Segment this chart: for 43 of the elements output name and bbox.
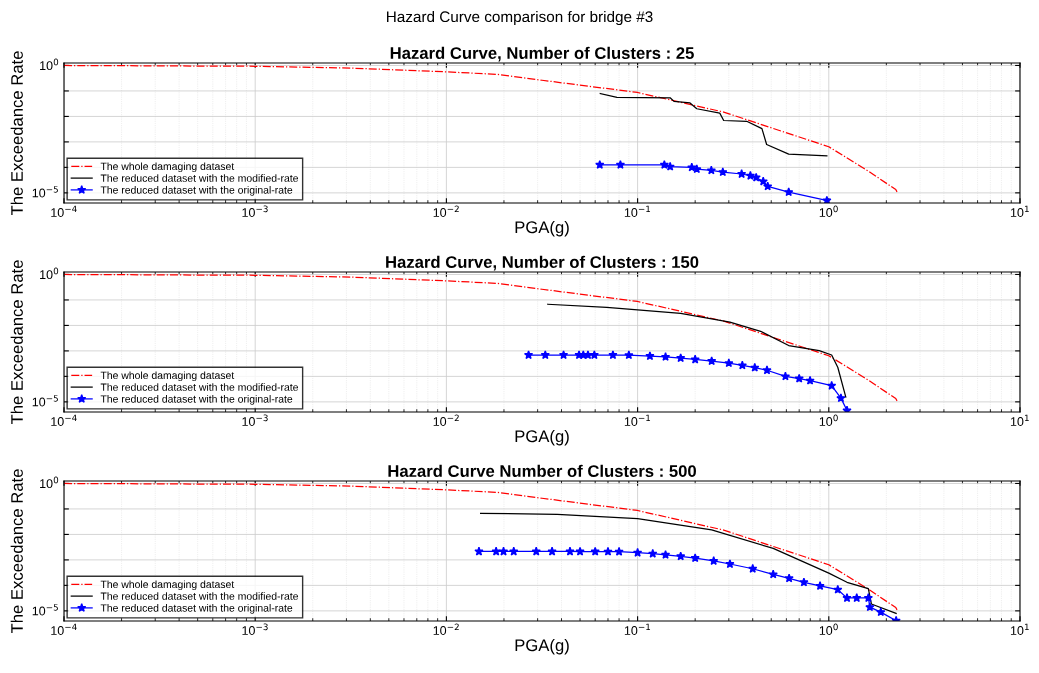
x-tick-label: 10$^{−2}$ — [433, 414, 459, 426]
y-tick-label: 10$^{0}$ — [40, 476, 59, 489]
chart-title: Hazard Curve, Number of Clusters : 150 — [386, 255, 699, 271]
legend-label: The reduced dataset with the original-rate — [100, 604, 293, 614]
chart-title: Hazard Curve Number of Clusters : 500 — [388, 464, 696, 477]
y-tick-label: 10$^{−5}$ — [32, 186, 58, 198]
x-tick-label: 10$^{−1}$ — [624, 414, 651, 426]
x-tick-label: 10$^{−3}$ — [242, 623, 268, 635]
chart-title: Hazard Curve, Number of Clusters : 25 — [390, 46, 694, 62]
x-axis-title: PGA(g) — [515, 429, 569, 446]
y-tick-label: 10$^{0}$ — [40, 267, 59, 280]
x-axis-title: PGA(g) — [515, 220, 569, 237]
x-tick-label: 10$^{−1}$ — [624, 623, 651, 635]
x-tick-label: 10$^{−4}$ — [51, 414, 77, 426]
legend-label: The whole damaging dataset — [100, 371, 235, 382]
x-tick-label: 10$^{−2}$ — [433, 205, 459, 217]
x-tick-label: 10$^{−3}$ — [242, 205, 268, 217]
y-axis-title: The Exceedance Rate — [10, 260, 23, 425]
x-tick-label: 10$^{−1}$ — [624, 205, 651, 217]
x-tick-label: 10$^{1}$ — [1010, 414, 1029, 426]
x-tick-label: 10$^{−3}$ — [242, 414, 268, 426]
y-axis-title: The Exceedance Rate — [10, 469, 23, 634]
x-tick-label: 10$^{0}$ — [819, 414, 838, 426]
x-tick-label: 10$^{1}$ — [1010, 623, 1029, 635]
y-tick-label: 10$^{−5}$ — [32, 395, 58, 407]
legend-label: The whole damaging dataset — [100, 580, 235, 591]
legend-label: The whole damaging dataset — [100, 162, 235, 173]
legend-label: The reduced dataset with the modified-rate — [100, 174, 299, 182]
y-axis-title: The Exceedance Rate — [10, 51, 23, 216]
x-tick-label: 10$^{0}$ — [819, 205, 838, 217]
legend-label: The reduced dataset with the modified-rate — [100, 383, 299, 391]
legend-label: The reduced dataset with the original-rate — [100, 186, 293, 196]
x-tick-label: 10$^{−2}$ — [433, 623, 459, 635]
legend-label: The reduced dataset with the original-rate — [100, 395, 293, 405]
x-axis-title: PGA(g) — [515, 638, 569, 655]
x-tick-label: 10$^{−4}$ — [51, 205, 77, 217]
legend-label: The reduced dataset with the modified-rate — [100, 592, 299, 600]
x-tick-label: 10$^{−4}$ — [51, 623, 77, 635]
x-tick-label: 10$^{0}$ — [819, 623, 838, 635]
x-tick-label: 10$^{1}$ — [1010, 205, 1029, 217]
chart-subtitle: Hazard Curve comparison for bridge #3 — [387, 10, 653, 26]
y-tick-label: 10$^{−5}$ — [32, 604, 58, 616]
y-tick-label: 10$^{0}$ — [40, 58, 59, 71]
